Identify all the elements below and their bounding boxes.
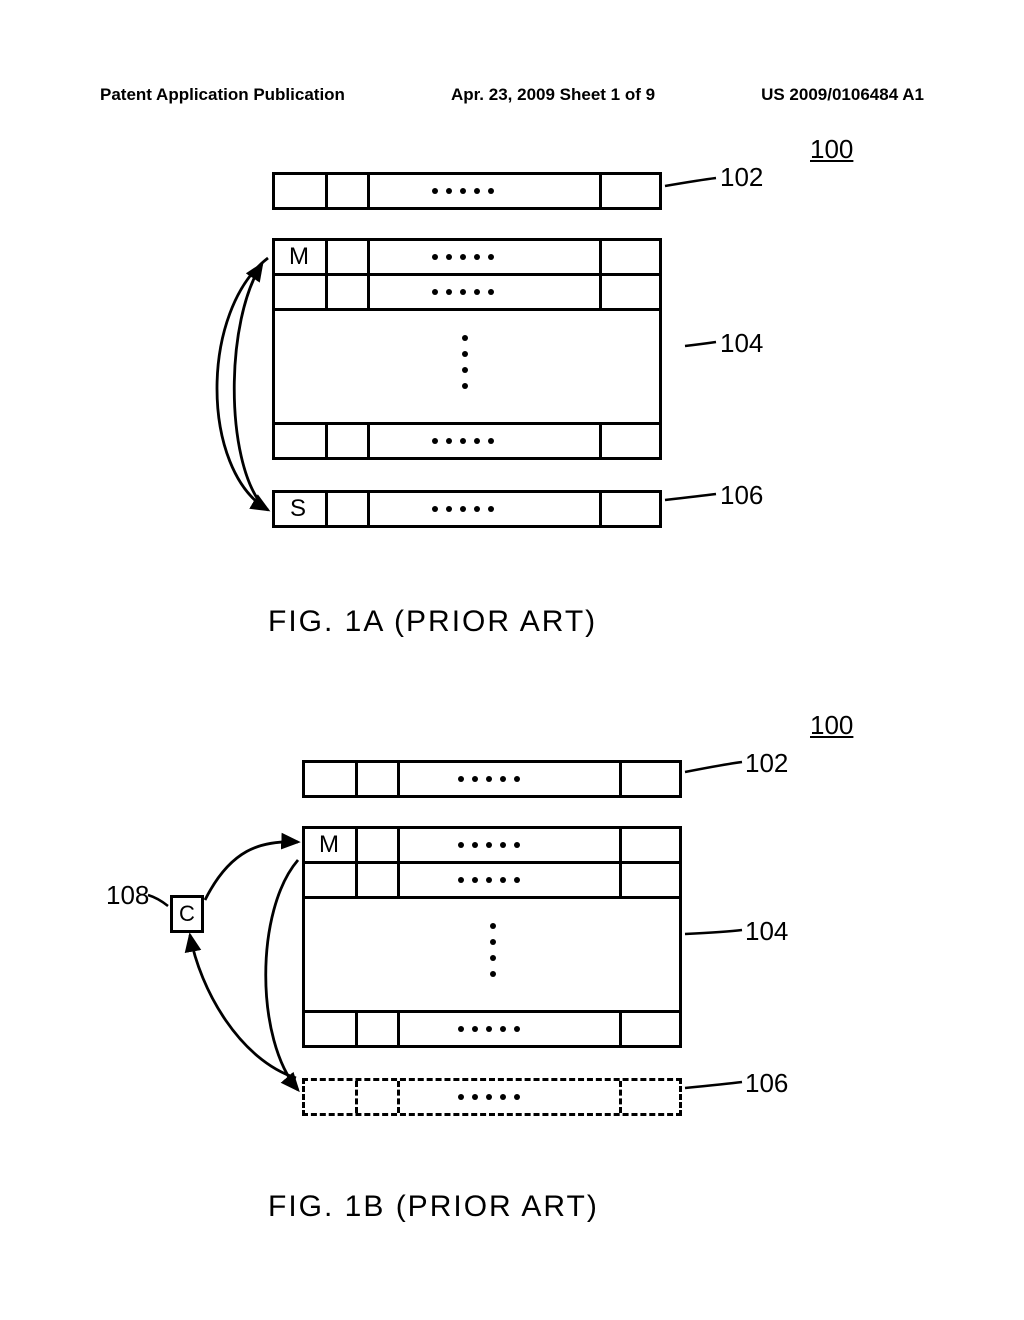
svg-overlay (0, 0, 1024, 1320)
patent-page: Patent Application Publication Apr. 23, … (0, 0, 1024, 1320)
